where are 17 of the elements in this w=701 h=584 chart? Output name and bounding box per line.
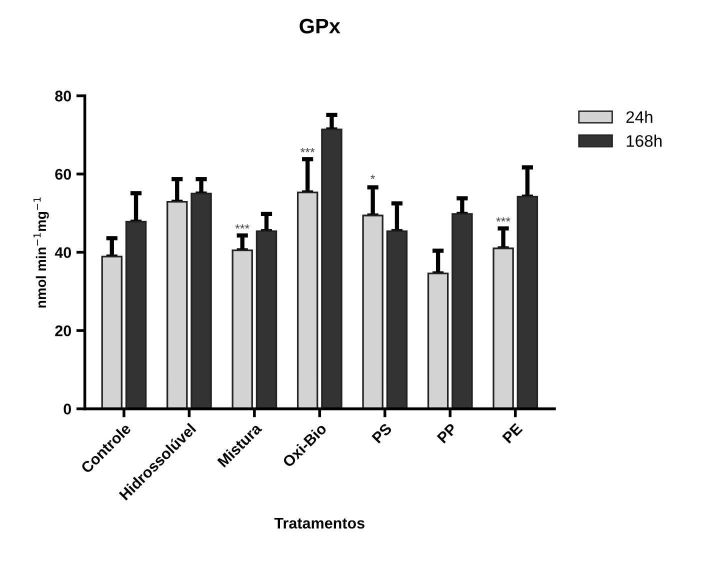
x-tick-label: PP — [436, 422, 458, 444]
legend-label: 24h — [626, 110, 652, 123]
y-tick-label: 60 — [55, 168, 71, 180]
annotation: *** — [300, 148, 315, 152]
x-tick-label: PE — [502, 422, 523, 444]
x-tick-label: PS — [371, 422, 392, 444]
x-axis-title: Tratamentos — [274, 518, 364, 529]
legend-label: 168h — [626, 134, 662, 147]
chart-title: GPx — [300, 18, 340, 34]
y-tick-label: 0 — [64, 404, 71, 414]
annotation: *** — [496, 217, 510, 222]
annotation: *** — [235, 224, 250, 229]
y-tick-label: 20 — [55, 325, 71, 336]
y-tick-label: 80 — [55, 90, 71, 102]
annotation: * — [370, 174, 375, 180]
y-tick-label: 40 — [54, 247, 71, 258]
y-axis-title: nmol min$^{−1}$mg$^{−1}$ — [34, 197, 49, 308]
